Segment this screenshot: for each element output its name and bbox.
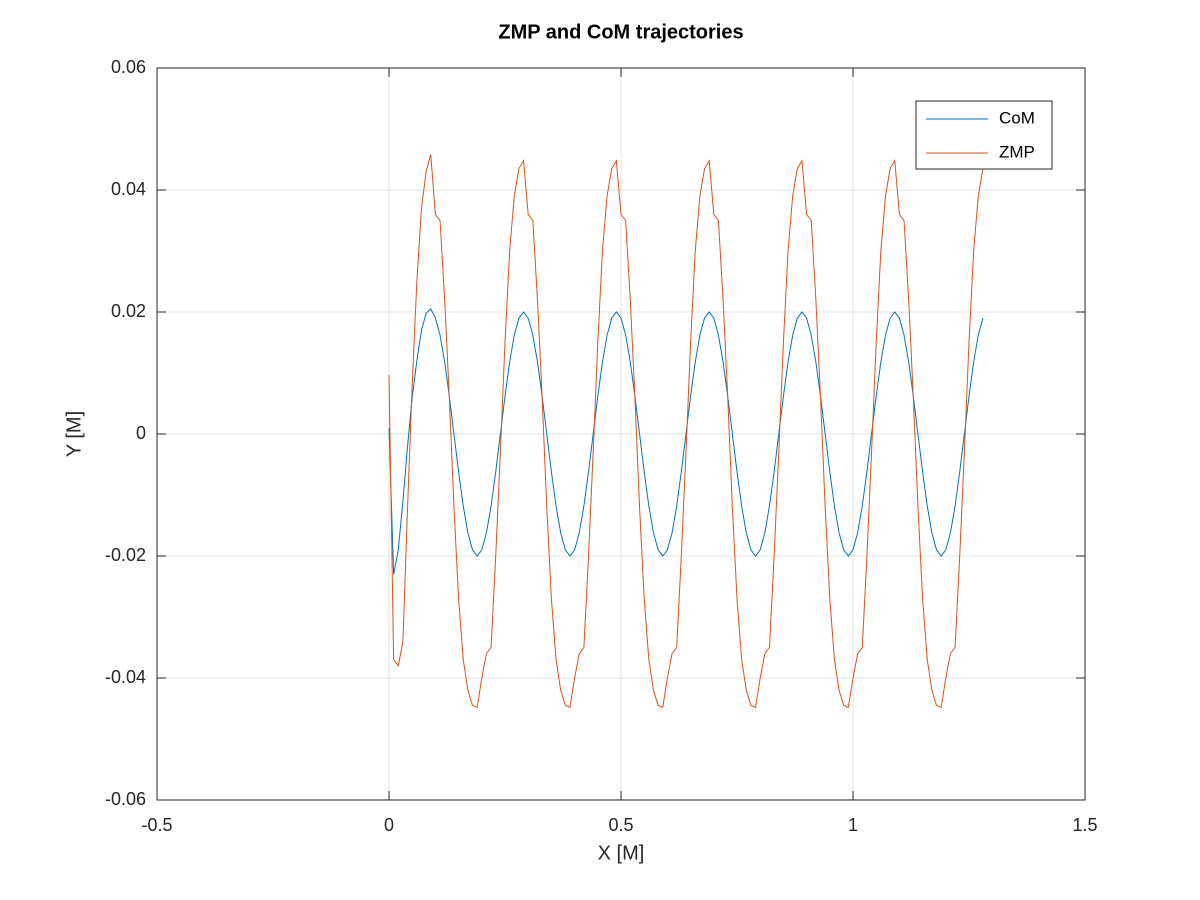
data-line [388, 308, 984, 575]
legend-box [915, 100, 1053, 170]
x-tick-label: -0.5 [141, 815, 172, 835]
y-tick-label: -0.04 [105, 667, 146, 687]
y-tick-label: 0.06 [111, 57, 146, 77]
y-tick-label: -0.06 [105, 789, 146, 809]
y-tick-label: 0.04 [111, 179, 146, 199]
legend-label: ZMP [999, 142, 1035, 161]
x-axis-label: X [M] [598, 842, 645, 864]
x-tick-label: 0 [384, 815, 394, 835]
x-tick-label: 0.5 [608, 815, 633, 835]
legend-label: CoM [999, 108, 1035, 127]
x-tick-label: 1 [848, 815, 858, 835]
y-tick-label: 0 [136, 423, 146, 443]
y-tick-label: 0.02 [111, 301, 146, 321]
chart-title: ZMP and CoM trajectories [498, 21, 743, 43]
y-axis-label: Y [M] [63, 411, 85, 457]
data-line [388, 154, 984, 708]
y-tick-label: -0.02 [105, 545, 146, 565]
x-tick-label: 1.5 [1072, 815, 1097, 835]
